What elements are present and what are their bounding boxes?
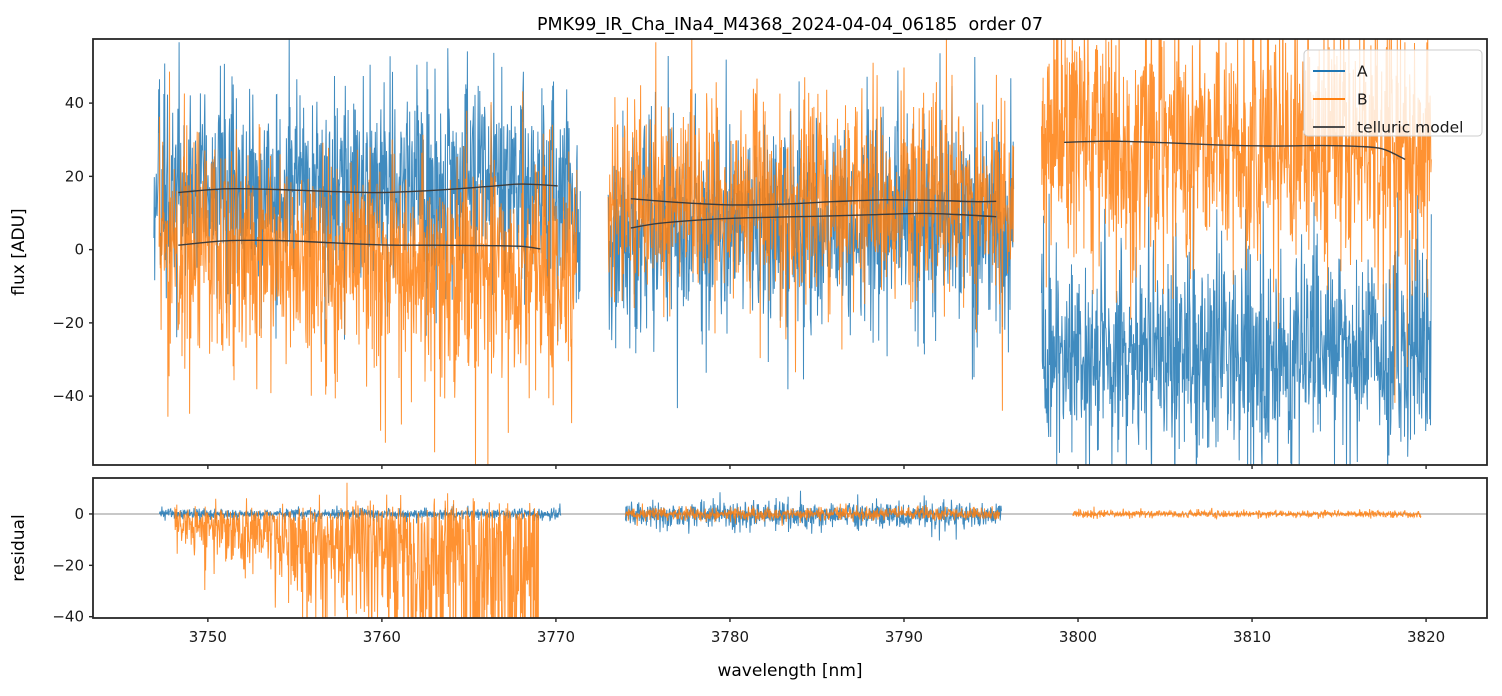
flux-panel-border [92, 38, 1488, 466]
flux-y-tick-label: 40 [65, 94, 84, 112]
flux-axis-label: flux [ADU] [9, 208, 29, 295]
residual-panel-data [93, 482, 1487, 618]
telluric-model-seg1_upper [178, 183, 558, 194]
legend-label-telluric-model: telluric model [1357, 119, 1463, 137]
residual-y-tick-label: 0 [74, 505, 84, 523]
residual-B-segment-1 [174, 482, 539, 618]
residual-y-tick-label: −40 [52, 608, 84, 626]
residual-axis-label: residual [9, 514, 29, 581]
x-tick-label: 3760 [363, 628, 401, 646]
residual-y-tick-label: −20 [52, 556, 84, 574]
x-tick-label: 3810 [1233, 628, 1271, 646]
telluric-model-seg2_upper [630, 198, 997, 206]
chart-title: PMK99_IR_Cha_INa4_M4368_2024-04-04_06185… [537, 15, 1043, 35]
x-axis-label: wavelength [nm] [717, 661, 862, 681]
series-B-segment-1 [158, 71, 578, 465]
x-tick-label: 3770 [537, 628, 575, 646]
flux-panel-data [153, 39, 1432, 465]
series-B-segment-3 [1041, 39, 1432, 403]
telluric-model-seg2_lower [630, 212, 997, 229]
legend-box [1303, 49, 1483, 137]
residual-B-segment-2 [625, 503, 1001, 526]
x-tick-label: 3800 [1059, 628, 1097, 646]
residual-B-segment-3 [1072, 506, 1422, 521]
series-B-segment-2 [607, 39, 1015, 411]
series-A-segment-3 [1041, 179, 1432, 465]
telluric-model-seg3 [1064, 140, 1406, 161]
x-tick-label: 3750 [189, 628, 227, 646]
flux-y-tick-label: 0 [74, 241, 84, 259]
x-tick-label: 3780 [711, 628, 749, 646]
residual-A-segment-1 [159, 503, 562, 524]
x-tick-label: 3790 [885, 628, 923, 646]
legend-label-B: B [1357, 91, 1368, 109]
x-tick-label: 3820 [1407, 628, 1445, 646]
flux-y-tick-label: −20 [52, 314, 84, 332]
residual-panel-border [92, 477, 1488, 619]
legend-label-A: A [1357, 63, 1368, 81]
telluric-model-seg1_lower [178, 239, 541, 250]
flux-y-tick-label: −40 [52, 387, 84, 405]
flux-y-tick-label: 20 [65, 167, 84, 185]
